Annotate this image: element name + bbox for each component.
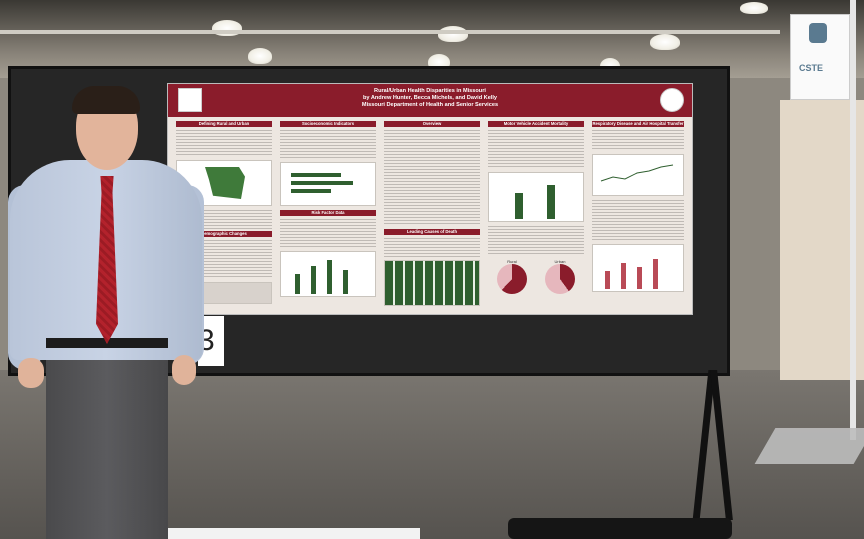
person-hand-left (18, 358, 44, 388)
chart-bar (653, 259, 658, 289)
chart-bar (515, 193, 523, 219)
bar-chart (488, 172, 584, 222)
bar-chart (280, 162, 376, 206)
section-heading: Demographic Changes (176, 231, 272, 237)
poster-column-4: Motor Vehicle Accident Mortality Rural U… (488, 121, 584, 309)
carrying-case (508, 518, 732, 539)
stand-base (754, 428, 864, 464)
poster-column-5: Respiratory Disease and Air Hospital Tra… (592, 121, 684, 309)
section-text (488, 225, 584, 255)
section-text (280, 129, 376, 159)
poster-logo-left (178, 88, 202, 112)
cste-sign-text: CSTE (799, 63, 824, 73)
pie-chart (545, 264, 575, 294)
section-text (488, 129, 584, 169)
ceiling-light (650, 34, 680, 50)
chart-bar (547, 185, 555, 219)
chart-bar (637, 267, 642, 289)
chart-bar (621, 263, 626, 289)
section-heading: Risk Factor Data (280, 210, 376, 216)
pie-label: Rural (507, 259, 517, 264)
pie-label: Urban (554, 259, 566, 264)
section-heading: Motor Vehicle Accident Mortality (488, 121, 584, 127)
line-chart-svg (600, 164, 674, 182)
chart-bar (291, 173, 341, 177)
table-edge (160, 528, 420, 539)
poster-header (168, 84, 692, 117)
section-heading: Socioeconomic Indicators (280, 121, 376, 127)
chart-bar (295, 274, 300, 294)
chart-bar (291, 181, 353, 185)
ceiling-light (740, 2, 768, 14)
poster-column-2: Socioeconomic Indicators Risk Factor Dat… (280, 121, 376, 309)
chart-bar (291, 189, 331, 193)
person-tie (96, 176, 118, 344)
poster-column-3: Overview Leading Causes of Death (384, 121, 480, 309)
pie-chart (497, 264, 527, 294)
bar-chart (280, 251, 376, 297)
person-pants (46, 346, 168, 539)
section-text (280, 218, 376, 248)
sign-pole (850, 0, 856, 440)
section-heading: Respiratory Disease and Air Hospital Tra… (592, 121, 684, 127)
person-hair (72, 86, 140, 114)
ceiling-light (248, 48, 272, 64)
section-text (592, 199, 684, 241)
ceiling-light (438, 26, 468, 42)
pie-row: Rural Urban (488, 259, 584, 294)
person-hand-right (172, 355, 196, 385)
line-chart (592, 154, 684, 196)
poster-authors: by Andrew Hunter, Becca Michels, and Dav… (362, 95, 498, 101)
chart-bar (311, 266, 316, 294)
cste-sign: CSTE (790, 14, 850, 100)
line-series (600, 164, 674, 182)
cste-logo-icon (809, 23, 827, 43)
bar-chart (592, 244, 684, 292)
chart-bar (327, 260, 332, 294)
ceiling-pipe (0, 30, 780, 34)
section-text (176, 129, 272, 157)
poster-org: Missouri Department of Health and Senior… (361, 102, 499, 108)
section-text (592, 129, 684, 151)
section-heading: Defining Rural and Urban (176, 121, 272, 127)
poster-title: Rural/Urban Health Disparities in Missou… (374, 88, 486, 94)
section-heading: Overview (384, 121, 480, 127)
chart-bar (343, 270, 348, 294)
section-heading: Leading Causes of Death (384, 229, 480, 235)
research-poster: Rural/Urban Health Disparities in Missou… (168, 84, 692, 314)
poster-logo-right (660, 88, 684, 112)
map-shape (205, 167, 245, 199)
section-text (384, 129, 480, 225)
chart-bar (605, 271, 610, 289)
data-table (384, 260, 480, 306)
section-text (384, 237, 480, 257)
